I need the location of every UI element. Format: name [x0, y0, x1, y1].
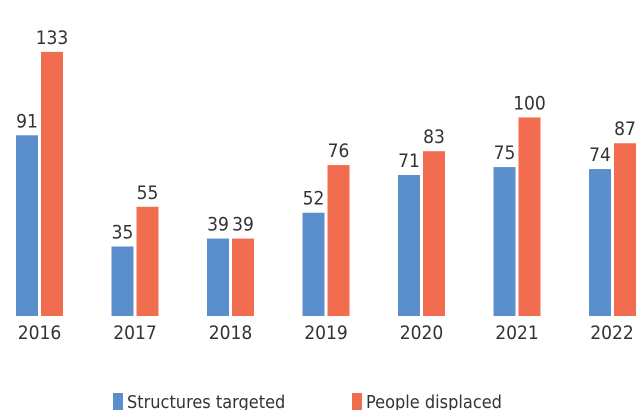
data-label-people-displaced-2018: 39	[232, 214, 254, 236]
data-label-people-displaced-2022: 87	[614, 118, 636, 140]
x-tick-label-2019: 2019	[304, 322, 348, 344]
bar-people-displaced-2022	[614, 143, 636, 316]
bar-people-displaced-2018	[232, 238, 254, 316]
data-label-structures-targeted-2018: 39	[207, 214, 229, 236]
x-tick-label-2016: 2016	[18, 322, 62, 344]
data-label-people-displaced-2020: 83	[423, 126, 445, 148]
bars-layer	[16, 51, 636, 317]
x-tick-label-2021: 2021	[495, 322, 539, 344]
data-label-people-displaced-2016: 133	[36, 27, 69, 49]
bar-structures-targeted-2019	[302, 212, 325, 316]
bar-people-displaced-2020	[423, 151, 445, 316]
data-label-structures-targeted-2021: 75	[494, 142, 516, 164]
bar-structures-targeted-2018	[207, 238, 229, 316]
bar-people-displaced-2019	[327, 165, 350, 316]
bar-structures-targeted-2020	[398, 175, 420, 316]
legend-label-structures-targeted: Structures targeted	[127, 392, 285, 410]
legend: Structures targeted People displaced	[113, 392, 502, 410]
x-tick-label-2017: 2017	[113, 322, 157, 344]
data-label-people-displaced-2017: 55	[137, 182, 159, 204]
data-label-structures-targeted-2022: 74	[589, 144, 611, 166]
data-label-structures-targeted-2019: 52	[303, 188, 325, 210]
legend-swatch-people-displaced	[352, 393, 362, 410]
x-tick-label-2018: 2018	[209, 322, 253, 344]
data-label-structures-targeted-2020: 71	[398, 150, 420, 172]
bar-people-displaced-2016	[41, 51, 63, 317]
x-tick-label-2022: 2022	[590, 322, 634, 344]
bar-people-displaced-2017	[136, 206, 159, 316]
bar-structures-targeted-2022	[589, 169, 611, 316]
data-label-structures-targeted-2016: 91	[16, 110, 38, 132]
bar-people-displaced-2021	[518, 117, 541, 316]
bar-structures-targeted-2016	[16, 135, 38, 316]
data-label-people-displaced-2019: 76	[328, 140, 350, 162]
data-label-structures-targeted-2017: 35	[112, 222, 134, 244]
legend-swatch-structures-targeted	[113, 393, 123, 410]
x-tick-label-2020: 2020	[400, 322, 444, 344]
x-axis-ticks: 2016 2017 2018 2019 2020 2021 2022	[18, 322, 634, 344]
bar-structures-targeted-2021	[493, 167, 516, 316]
bar-structures-targeted-2017	[111, 246, 134, 316]
data-label-people-displaced-2021: 100	[513, 92, 546, 114]
legend-label-people-displaced: People displaced	[366, 392, 502, 410]
